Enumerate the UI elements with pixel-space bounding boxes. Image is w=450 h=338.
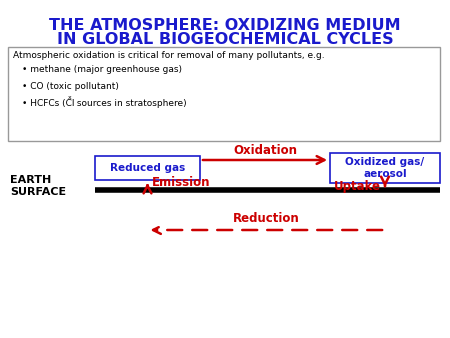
Text: Emission: Emission [152, 176, 210, 190]
FancyBboxPatch shape [8, 47, 440, 141]
Text: IN GLOBAL BIOGEOCHEMICAL CYCLES: IN GLOBAL BIOGEOCHEMICAL CYCLES [57, 32, 393, 47]
Text: x: x [68, 95, 72, 100]
Text: THE ATMOSPHERE: OXIDIZING MEDIUM: THE ATMOSPHERE: OXIDIZING MEDIUM [49, 18, 401, 33]
Text: Oxidation: Oxidation [233, 144, 297, 157]
FancyBboxPatch shape [95, 156, 200, 180]
FancyBboxPatch shape [330, 153, 440, 183]
Text: • HCFCs (Cl: • HCFCs (Cl [22, 99, 75, 108]
Text: Uptake: Uptake [334, 180, 381, 193]
Text: EARTH
SURFACE: EARTH SURFACE [10, 175, 66, 197]
Text: Atmospheric oxidation is critical for removal of many pollutants, e.g.: Atmospheric oxidation is critical for re… [13, 51, 324, 60]
Text: Reduced gas: Reduced gas [110, 163, 185, 173]
Text: sources in stratosphere): sources in stratosphere) [74, 99, 187, 108]
Text: Oxidized gas/
aerosol: Oxidized gas/ aerosol [346, 157, 424, 179]
Text: • methane (major greenhouse gas): • methane (major greenhouse gas) [22, 65, 182, 74]
Text: Reduction: Reduction [233, 212, 300, 225]
Text: • CO (toxic pollutant): • CO (toxic pollutant) [22, 82, 119, 91]
